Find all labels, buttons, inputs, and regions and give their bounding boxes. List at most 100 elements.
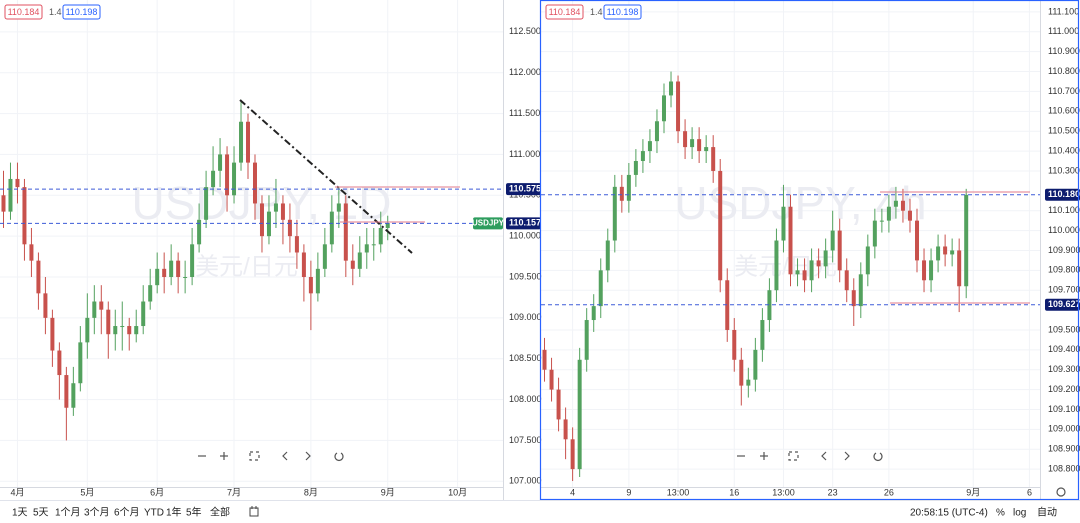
date-range-icon[interactable] (249, 506, 259, 517)
range-button[interactable]: 1个月 (55, 507, 81, 519)
candle-body (774, 240, 779, 291)
candle-body (239, 121, 244, 163)
candle-body (197, 219, 202, 245)
candle-body (232, 162, 237, 196)
candle-body (169, 260, 174, 278)
candle-body (287, 219, 292, 237)
x-tick-label: 9月 (966, 487, 980, 497)
y-tick-label: 108.900 (1048, 444, 1080, 454)
range-button[interactable]: 1天 (12, 508, 28, 519)
candle-body (760, 320, 765, 350)
y-tick-label: 108.800 (1048, 463, 1080, 473)
candle-body (43, 293, 48, 318)
y-tick-label: 109.500 (1048, 324, 1080, 334)
y-tick-label: 108.500 (509, 353, 542, 363)
candle-body (162, 268, 167, 278)
candle-body (273, 203, 278, 212)
candle-body (886, 206, 891, 221)
candle-body (148, 285, 153, 302)
candle-body (872, 220, 877, 247)
candle-body (252, 162, 257, 204)
candle-body (584, 320, 589, 360)
candle-body (71, 383, 76, 408)
candle-body (922, 260, 927, 281)
candle-body (591, 306, 596, 321)
scale-option[interactable]: 自动 (1037, 506, 1057, 519)
range-button[interactable]: 3个月 (84, 507, 110, 519)
candle-body (315, 268, 320, 294)
range-button[interactable]: 5天 (33, 508, 49, 519)
candle-body (134, 326, 139, 335)
price-label-box (506, 183, 541, 196)
candle-body (127, 326, 132, 335)
candle-body (936, 246, 941, 261)
x-tick-label: 9 (626, 487, 631, 497)
candle-body (57, 350, 62, 376)
candle-body (865, 246, 870, 275)
trend-line[interactable] (239, 99, 413, 254)
header-value: 1.4 (590, 7, 603, 17)
y-tick-label: 109.200 (1048, 384, 1080, 394)
candle-body (141, 301, 146, 327)
candle-body (767, 290, 772, 321)
range-button[interactable]: 6个月 (114, 507, 140, 519)
y-tick-label: 109.300 (1048, 364, 1080, 374)
candle-body (378, 227, 383, 245)
header-value-box (4, 4, 43, 20)
y-tick-label: 111.000 (509, 149, 540, 159)
candle-body (950, 250, 955, 255)
x-tick-label: 5月 (80, 487, 94, 497)
x-tick-label: 26 (884, 487, 894, 497)
candle-body (106, 309, 111, 335)
y-tick-label: 110.000 (509, 231, 541, 241)
candle-body (725, 280, 730, 330)
candle-body (183, 277, 188, 279)
candle-body (598, 270, 603, 307)
clock: 20:58:15 (UTC-4) (910, 508, 988, 519)
range-button[interactable]: 1年 (166, 506, 182, 519)
candle-body (350, 260, 355, 269)
candle-body (29, 244, 34, 261)
header-value: 110.198 (607, 7, 639, 17)
price-label-box (1045, 298, 1080, 311)
range-button[interactable]: 5年 (186, 506, 202, 519)
y-tick-label: 110.900 (1048, 46, 1080, 56)
scale-option[interactable]: % (996, 508, 1005, 519)
candle-body (619, 186, 624, 201)
active-chart-frame (539, 0, 1080, 501)
candle-body (99, 301, 104, 310)
candle-body (259, 203, 264, 237)
zoom-controls[interactable] (198, 451, 1066, 497)
candle-body (690, 139, 695, 148)
candle-body (364, 244, 369, 253)
range-button[interactable]: 全部 (210, 506, 230, 519)
price-label: 110.180 (1048, 189, 1080, 199)
candle-body (246, 121, 251, 163)
candle-body (654, 121, 659, 142)
x-tick-label: 4月 (10, 487, 24, 497)
candle-body (900, 200, 905, 211)
candle-body (357, 252, 362, 269)
y-tick-label: 111.000 (1048, 26, 1079, 36)
range-button[interactable]: YTD (144, 508, 164, 519)
candle-body (605, 240, 610, 271)
candle-body (957, 250, 962, 287)
price-label: 110.157 (509, 218, 541, 228)
scale-option[interactable]: log (1013, 508, 1026, 519)
y-tick-label: 110.000 (1048, 225, 1080, 235)
candle-body (795, 270, 800, 275)
candle-body (280, 203, 285, 220)
y-tick-label: 109.000 (509, 312, 542, 322)
candle-body (732, 329, 737, 360)
candle-body (893, 200, 898, 207)
x-tick-label: 9月 (381, 487, 395, 497)
y-tick-label: 109.000 (1048, 424, 1080, 434)
candle-body (809, 260, 814, 281)
candle-body (542, 349, 547, 370)
candle-body (563, 419, 568, 440)
price-label: 110.575 (509, 184, 541, 194)
symbol-tag: USDJPY (472, 218, 505, 227)
x-tick-label: 7月 (227, 487, 241, 497)
